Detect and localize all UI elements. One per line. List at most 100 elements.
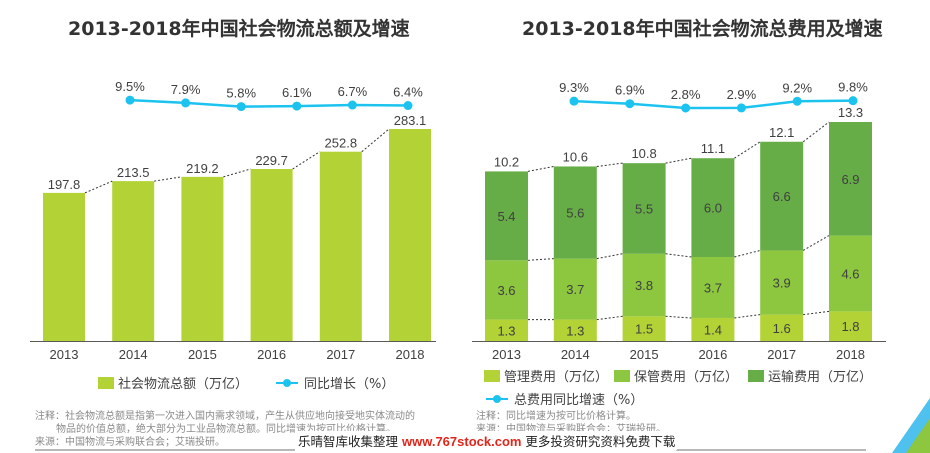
bar-mgmt-2017 <box>760 314 804 341</box>
x-tick-2016: 2016 <box>698 347 727 362</box>
growth-label-2015: 5.8% <box>226 86 256 101</box>
left-source: 来源：中国物流与采购联合会；艾瑞投研。 <box>35 437 225 448</box>
legend-swatch-storage <box>614 369 631 382</box>
left-chart-title: 2013-2018年中国社会物流总额及增速 <box>68 18 410 40</box>
legend-label-growth: 同比增长（%） <box>304 377 395 392</box>
total-growth-point-2017 <box>792 96 802 106</box>
total-growth-label-2017: 9.2% <box>782 80 812 95</box>
seg-label-mgmt-2016: 1.4 <box>704 322 722 337</box>
legend-swatch-total <box>98 376 114 389</box>
total-growth-label-2018: 9.8% <box>838 80 868 95</box>
bar-label-2014: 213.5 <box>117 165 150 180</box>
trend-connector <box>665 315 692 319</box>
bar-label-2015: 219.2 <box>186 161 219 176</box>
total-label-2014: 10.6 <box>563 149 588 164</box>
bar-transport-2015 <box>622 163 666 254</box>
trend-connector <box>802 121 830 143</box>
total-label-2018: 13.3 <box>838 105 863 120</box>
trend-connector <box>84 180 113 194</box>
bar-transport-2018 <box>829 122 872 236</box>
trend-connector <box>734 249 761 258</box>
left-note-line-2: 物品的价值总额，绝大部分为工业品物流总额。同比增速为按可比价格计算。 <box>56 424 396 435</box>
seg-label-transport-2016: 6.0 <box>704 201 722 216</box>
x-tick-2013: 2013 <box>50 347 79 362</box>
total-label-2013: 10.2 <box>494 154 519 169</box>
bar-transport-2014 <box>553 166 597 259</box>
trend-connector <box>802 235 830 251</box>
bar-2014 <box>112 181 155 341</box>
x-tick-2015: 2015 <box>188 347 217 362</box>
watermark-url: www.767stock.com <box>401 434 522 449</box>
right-chart-title: 2013-2018年中国社会物流总费用及增速 <box>522 18 883 40</box>
bar-storage-2013 <box>485 260 528 320</box>
trend-connector <box>596 253 623 260</box>
right-chart: 1.3 3.6 5.4 10.2 2013 1.3 3.7 5.6 10.6 2014 1.5 3.8… <box>472 80 886 362</box>
trend-connector <box>665 253 692 258</box>
growth-point-2018 <box>403 101 413 111</box>
trend-connector <box>154 176 182 182</box>
growth-label-2013: 9.5% <box>115 79 145 94</box>
seg-label-mgmt-2018: 1.8 <box>841 319 859 334</box>
total-growth-label-2015: 2.8% <box>671 87 701 102</box>
total-growth-line <box>573 99 854 110</box>
x-tick-2016: 2016 <box>257 347 286 362</box>
total-growth-point-2014 <box>625 99 635 109</box>
seg-label-storage-2016: 3.7 <box>704 280 722 295</box>
left-chart: 197.8 2013 213.5 2014 219.2 2015 229.7 2016 252.… <box>30 79 436 362</box>
trend-connector <box>223 168 251 178</box>
bar-storage-2014 <box>553 258 597 320</box>
right-legend-row1: 管理费用（万亿） 保管费用（万亿） 运输费用（万亿） <box>484 366 872 385</box>
legend-label-storage: 保管费用（万亿） <box>634 370 739 385</box>
right-source: 来源：中国物流与采购联合会；艾瑞投研。 <box>476 424 666 435</box>
legend-swatch-transport <box>748 369 765 382</box>
footer-rule-left <box>35 449 295 451</box>
seg-label-storage-2018: 4.6 <box>841 266 859 281</box>
bar-mgmt-2013 <box>485 319 528 341</box>
footer-rule-right <box>676 449 866 451</box>
x-tick-2014: 2014 <box>561 347 590 362</box>
bar-mgmt-2016 <box>691 317 735 341</box>
seg-label-mgmt-2017: 1.6 <box>773 321 791 336</box>
watermark-prefix: 乐晴智库收集整理 <box>298 434 402 449</box>
growth-label-2017: 6.7% <box>338 84 368 99</box>
x-tick-2018: 2018 <box>396 347 425 362</box>
bar-transport-2013 <box>485 171 528 261</box>
bar-2017 <box>319 151 362 341</box>
bar-transport-2016 <box>691 158 735 258</box>
legend-line-icon <box>276 377 299 389</box>
bar-storage-2017 <box>760 250 804 315</box>
total-growth-point-2018 <box>848 96 858 106</box>
growth-point-2017 <box>347 100 357 110</box>
x-tick-2015: 2015 <box>630 347 659 362</box>
growth-label-2016: 6.1% <box>282 85 312 100</box>
seg-label-transport-2013: 5.4 <box>497 209 515 224</box>
trend-connector <box>734 141 761 159</box>
bar-2013 <box>43 192 85 341</box>
growth-label-2018: 6.4% <box>393 85 423 100</box>
bar-mgmt-2018 <box>829 311 872 341</box>
bar-mgmt-2014 <box>553 319 597 341</box>
right-legend-row2: 总费用同比增速（%） <box>486 389 643 408</box>
bar-label-2013: 197.8 <box>48 177 81 192</box>
bar-transport-2017 <box>760 141 804 251</box>
seg-label-storage-2017: 3.9 <box>773 276 791 291</box>
trend-connector <box>596 315 623 321</box>
legend-line-icon <box>486 393 508 405</box>
seg-label-transport-2014: 5.6 <box>566 206 584 221</box>
x-tick-2013: 2013 <box>492 347 521 362</box>
total-growth-point-2016 <box>736 103 746 113</box>
seg-label-mgmt-2015: 1.5 <box>635 322 653 337</box>
growth-label-2014: 7.9% <box>171 82 201 97</box>
seg-label-storage-2013: 3.6 <box>497 283 515 298</box>
bar-storage-2016 <box>691 257 735 318</box>
total-growth-label-2013: 9.3% <box>559 80 589 95</box>
left-note-line-1: 注释：社会物流总额是指第一次进入国内需求领域，产生从供应地向接受地实体流动的 <box>35 411 415 422</box>
watermark-suffix: 更多投资研究资料免费下载 <box>521 434 676 449</box>
x-tick-2014: 2014 <box>119 347 148 362</box>
total-label-2017: 12.1 <box>769 125 794 140</box>
legend-label-total: 社会物流总额（万亿） <box>118 377 249 392</box>
seg-label-transport-2015: 5.5 <box>635 201 653 216</box>
bar-2015 <box>181 176 224 341</box>
total-growth-point-2015 <box>681 103 691 113</box>
bar-label-2016: 229.7 <box>255 153 288 168</box>
